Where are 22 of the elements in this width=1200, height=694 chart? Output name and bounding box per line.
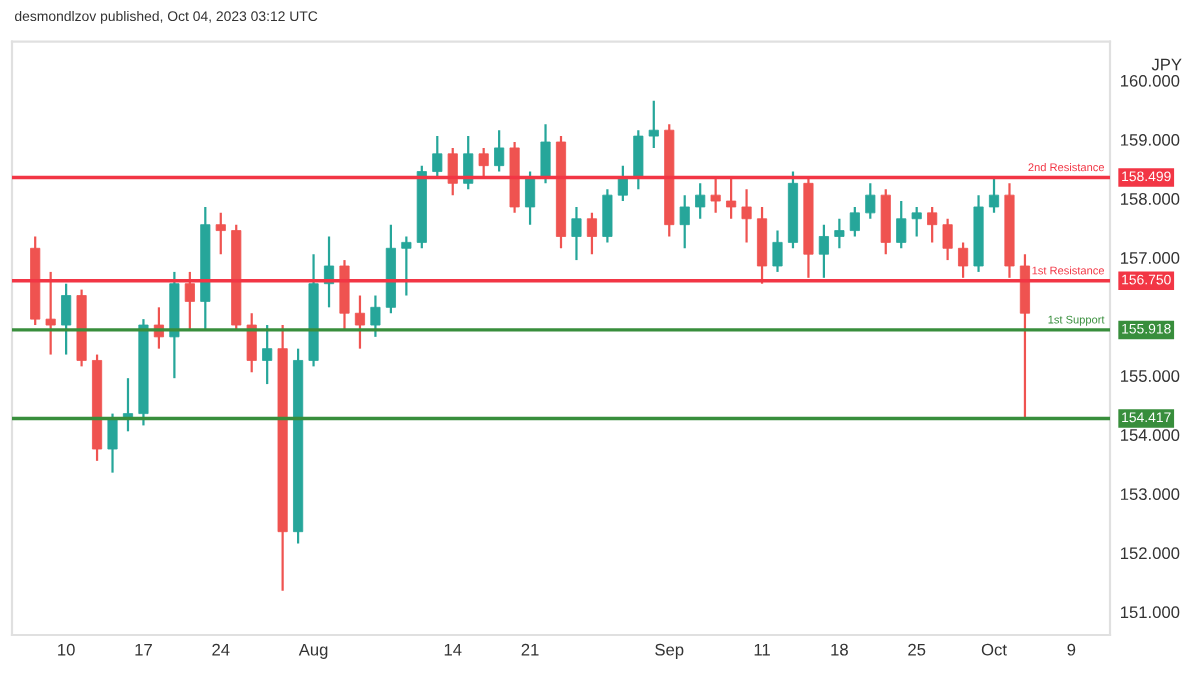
x-tick-label: 24 [212, 643, 230, 656]
x-tick-label: 10 [58, 643, 75, 656]
x-tick-label: 17 [135, 643, 152, 656]
x-tick-label: 18 [831, 643, 848, 656]
x-tick-label: 25 [908, 643, 926, 656]
x-tick-label: Oct [981, 643, 1007, 656]
y-tick-label: 151.000 [1120, 606, 1180, 619]
x-tick-label: 9 [1067, 643, 1076, 656]
y-tick-label: 160.000 [1120, 74, 1180, 87]
y-tick-label: 152.000 [1120, 547, 1180, 560]
x-tick-label: 21 [521, 643, 539, 656]
y-tick-label: 158.000 [1120, 193, 1180, 205]
y-tick-label: 154.000 [1120, 429, 1180, 441]
y-tick-label: 155.000 [1120, 370, 1180, 382]
y-axis-title: JPY [1151, 58, 1182, 71]
y-tick-label: 157.000 [1120, 252, 1180, 264]
x-tick-label: Sep [655, 643, 684, 659]
y-tick-label: 159.000 [1120, 133, 1180, 146]
x-tick-label: Aug [298, 643, 328, 659]
x-tick-label: 14 [444, 643, 462, 656]
x-tick-label: 11 [754, 643, 770, 656]
y-tick-label: 153.000 [1120, 488, 1180, 501]
